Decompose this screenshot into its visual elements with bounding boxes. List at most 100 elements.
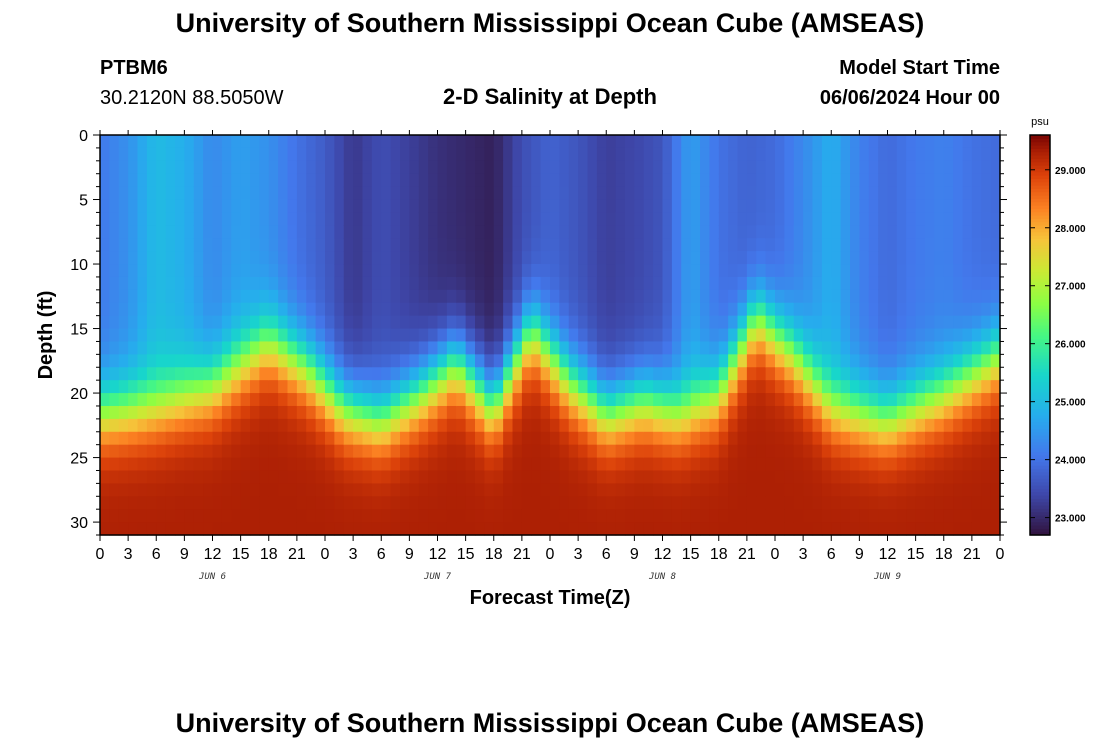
heatmap-cell (465, 199, 476, 214)
heatmap-cell (821, 315, 832, 330)
heatmap-cell (409, 341, 420, 355)
heatmap-cell (737, 444, 748, 459)
heatmap-cell (859, 212, 870, 226)
heatmap-cell (915, 470, 926, 484)
heatmap-cell (353, 276, 364, 291)
heatmap-cell (296, 470, 307, 484)
colorbar-segment (1030, 365, 1050, 369)
heatmap-cell (165, 393, 176, 407)
heatmap-cell (118, 199, 129, 214)
heatmap-cell (746, 186, 757, 201)
heatmap-cell (896, 457, 907, 472)
heatmap-cell (896, 496, 907, 510)
heatmap-cell (784, 199, 795, 214)
heatmap-cell (775, 276, 785, 291)
heatmap-cell (306, 199, 317, 214)
heatmap-cell (850, 405, 860, 420)
heatmap-cell (746, 315, 757, 330)
heatmap-cell (690, 212, 701, 226)
heatmap-cell (296, 444, 307, 459)
heatmap-cell (203, 431, 214, 446)
heatmap-cell (596, 238, 607, 252)
heatmap-cell (259, 367, 270, 381)
heatmap-cell (962, 173, 973, 188)
heatmap-cell (840, 147, 851, 162)
heatmap-cell (559, 199, 570, 214)
heatmap-cell (981, 251, 992, 265)
heatmap-cell (231, 405, 242, 420)
heatmap-cell (718, 302, 729, 317)
heatmap-cell (128, 302, 139, 317)
heatmap-cell (475, 380, 485, 394)
heatmap-cell (503, 186, 514, 201)
heatmap-cell (981, 444, 992, 459)
heatmap-cell (578, 276, 589, 291)
heatmap-cell (296, 147, 307, 162)
heatmap-cell (756, 522, 767, 536)
heatmap-cell (362, 483, 373, 497)
heatmap-cell (296, 354, 307, 368)
x-tick-label: 0 (771, 546, 780, 563)
heatmap-cell (850, 173, 860, 188)
heatmap-cell (737, 405, 748, 420)
heatmap-cell (803, 470, 814, 484)
heatmap-cell (343, 238, 354, 252)
heatmap-cell (859, 328, 870, 343)
heatmap-cell (540, 315, 551, 330)
heatmap-cell (137, 289, 148, 304)
heatmap-cell (878, 405, 889, 420)
heatmap-cell (156, 251, 167, 265)
heatmap-cell (240, 393, 251, 407)
heatmap-cell (568, 251, 579, 265)
heatmap-cell (971, 457, 982, 472)
heatmap-cell (156, 522, 167, 536)
heatmap-cell (128, 509, 139, 523)
heatmap-cell (671, 289, 682, 304)
heatmap-cell (118, 276, 129, 291)
heatmap-cell (512, 276, 523, 291)
heatmap-cell (156, 509, 167, 523)
heatmap-cell (475, 264, 485, 278)
heatmap-cell (906, 341, 917, 355)
colorbar-segment (1030, 271, 1050, 276)
heatmap-cell (718, 238, 729, 252)
heatmap-cell (559, 405, 570, 420)
heatmap-cell (896, 160, 907, 175)
x-tick-label: 3 (574, 546, 583, 563)
heatmap-cell (765, 173, 776, 188)
heatmap-cell (503, 444, 514, 459)
colorbar-segment (1030, 411, 1050, 416)
heatmap-cell (662, 354, 673, 368)
colorbar-segment (1030, 261, 1050, 266)
heatmap-cell (306, 147, 317, 162)
heatmap-cell (728, 199, 739, 214)
heatmap-cell (400, 509, 410, 523)
heatmap-cell (521, 354, 532, 368)
heatmap-cell (803, 199, 814, 214)
heatmap-cell (484, 264, 495, 278)
heatmap-cell (287, 315, 298, 330)
heatmap-cell (934, 135, 945, 149)
heatmap-cell (137, 302, 148, 317)
heatmap-cell (540, 444, 551, 459)
heatmap-cell (925, 225, 935, 239)
heatmap-cell (559, 483, 570, 497)
heatmap-cell (465, 186, 476, 201)
heatmap-cell (925, 418, 935, 433)
heatmap-cell (325, 315, 335, 330)
heatmap-cell (287, 483, 298, 497)
heatmap-cell (775, 405, 785, 420)
heatmap-cell (878, 289, 889, 304)
heatmap-cell (943, 393, 954, 407)
heatmap-cell (812, 212, 823, 226)
heatmap-cell (606, 160, 617, 175)
heatmap-cell (137, 444, 148, 459)
heatmap-cell (746, 509, 757, 523)
heatmap-cell (165, 509, 176, 523)
heatmap-cell (137, 251, 148, 265)
heatmap-cell (596, 483, 607, 497)
heatmap-cell (643, 186, 654, 201)
heatmap-cell (315, 483, 326, 497)
heatmap-cell (231, 496, 242, 510)
heatmap-cell (596, 380, 607, 394)
